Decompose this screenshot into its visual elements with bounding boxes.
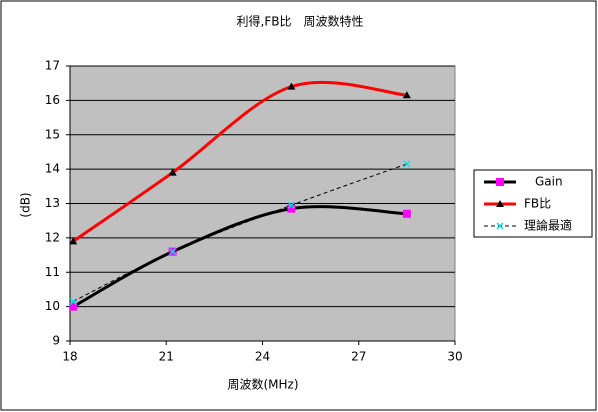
y-tick-label: 16 xyxy=(45,93,60,107)
y-tick-label: 11 xyxy=(45,265,60,279)
series-line xyxy=(72,205,407,308)
marker xyxy=(287,201,295,209)
y-tick-label: 15 xyxy=(45,127,60,141)
marker xyxy=(403,160,411,168)
legend-label: Gain xyxy=(535,175,563,189)
marker xyxy=(169,248,177,256)
x-tick-label: 21 xyxy=(159,350,174,364)
y-tick-label: 14 xyxy=(45,162,60,176)
series-line xyxy=(72,80,408,243)
legend-label: 理論最適 xyxy=(524,218,572,233)
x-axis-label: 周波数(MHz) xyxy=(227,377,298,392)
marker xyxy=(69,302,78,311)
marker xyxy=(402,209,411,218)
legend-marker xyxy=(496,200,504,207)
x-tick-label: 30 xyxy=(447,350,462,364)
legend-marker xyxy=(496,222,504,230)
marker xyxy=(402,91,411,99)
y-tick-label: 13 xyxy=(45,196,60,210)
y-tick-label: 17 xyxy=(45,59,60,73)
y-axis-label: (dB) xyxy=(19,192,33,217)
x-tick-label: 18 xyxy=(62,350,77,364)
marker xyxy=(69,237,78,245)
legend-label: FB比 xyxy=(524,197,551,211)
marker xyxy=(69,297,77,305)
x-tick-label: 24 xyxy=(255,350,270,364)
y-tick-label: 12 xyxy=(45,230,60,244)
marker xyxy=(287,204,296,213)
y-tick-label: 10 xyxy=(45,299,60,313)
chart-title: 利得,FB比 周波数特性 xyxy=(237,14,364,29)
x-tick-label: 27 xyxy=(351,350,366,364)
marker xyxy=(287,82,296,90)
marker xyxy=(168,168,177,176)
series-line xyxy=(72,163,408,302)
y-tick-label: 9 xyxy=(52,334,60,348)
legend-marker xyxy=(496,178,504,186)
